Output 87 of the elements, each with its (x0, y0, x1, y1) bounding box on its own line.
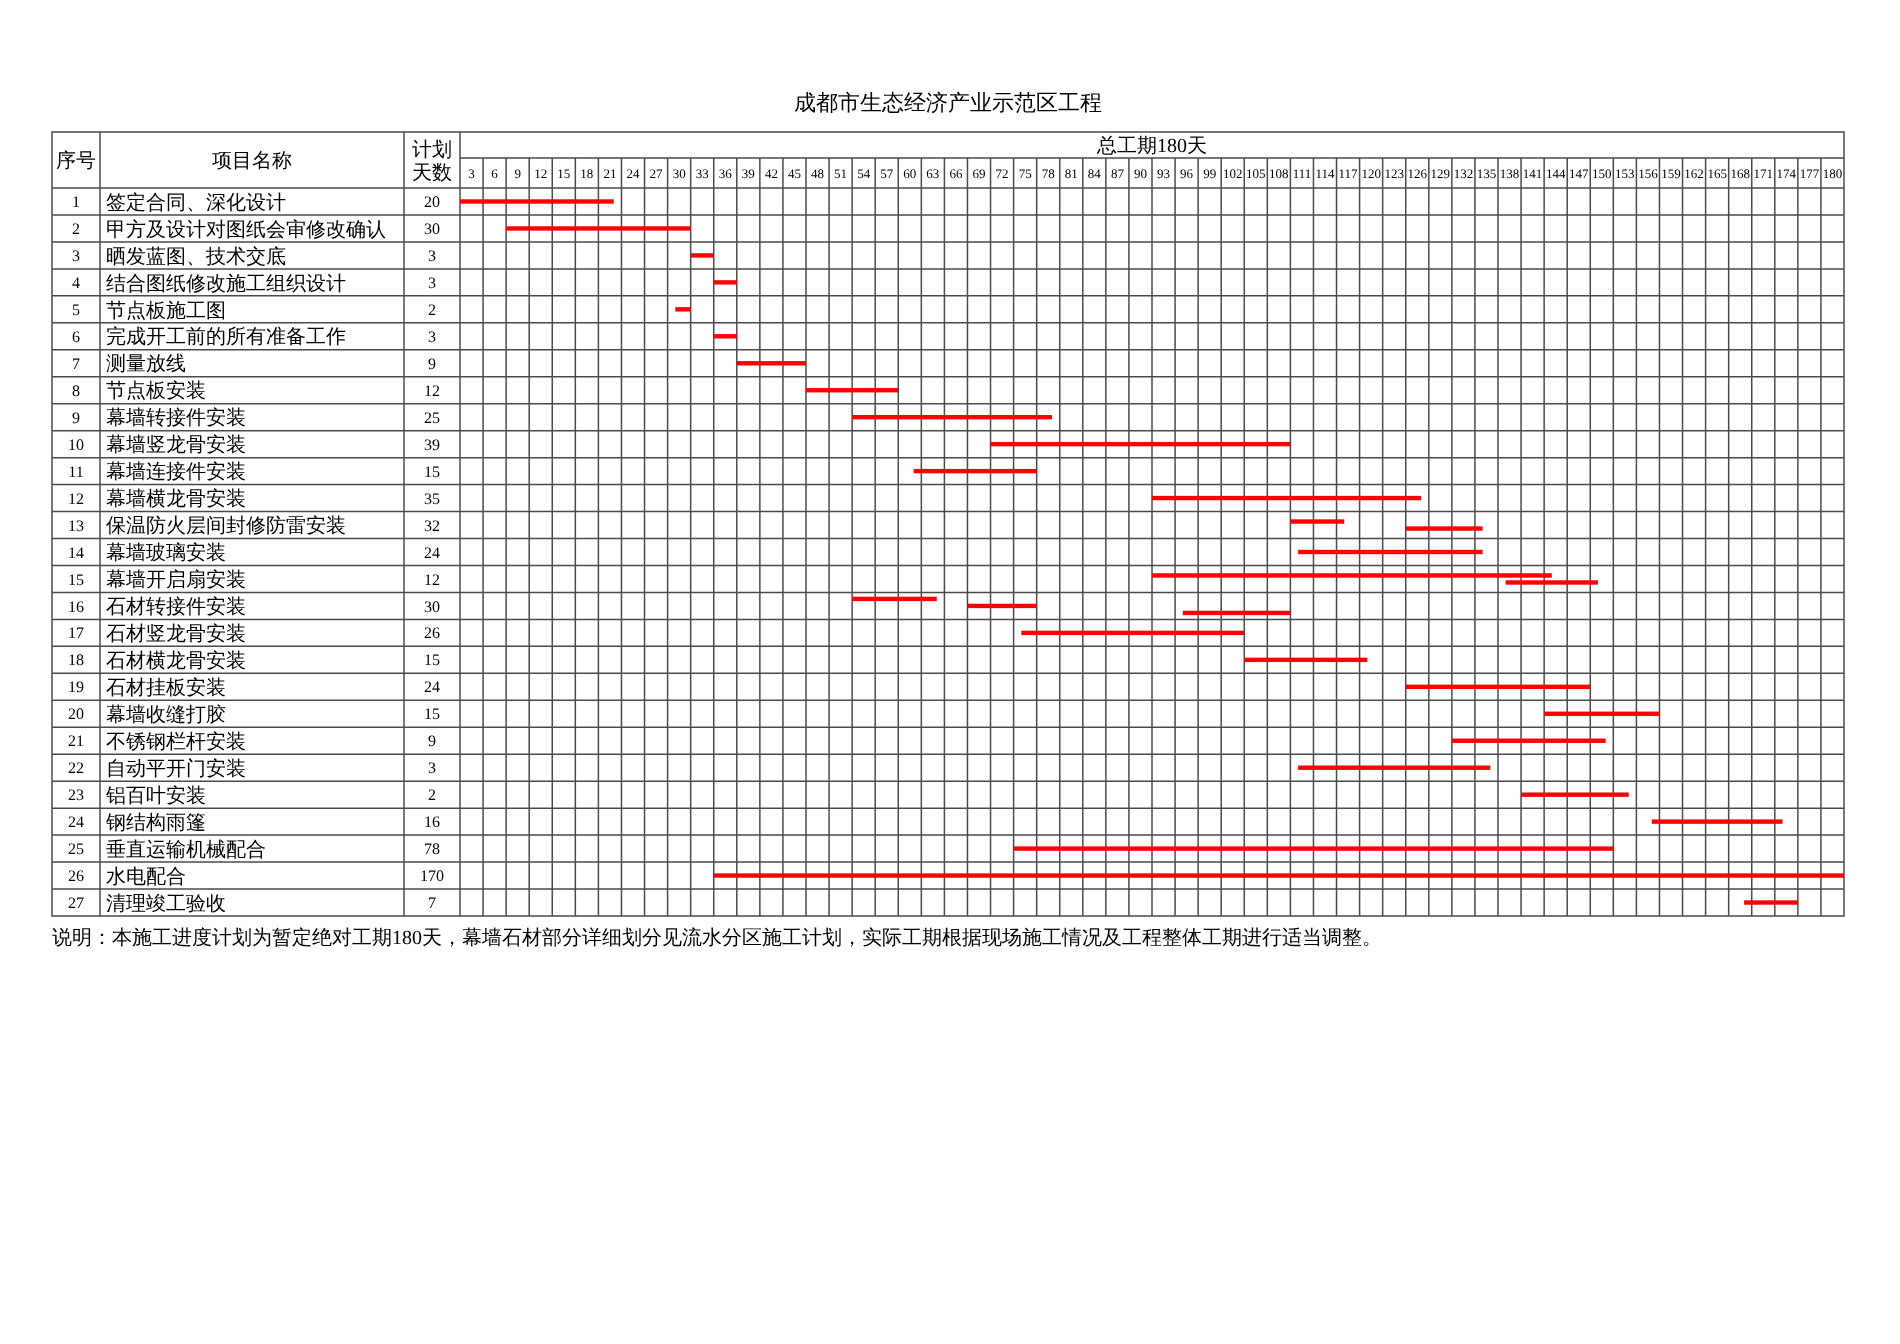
y-tick-label: 幕墙玻璃安装 (106, 541, 226, 566)
y-tick-label: 测量放线 (106, 352, 186, 377)
y-tick-label: 石材挂板安装 (106, 676, 226, 701)
y-tick-label: 铝百叶安装 (104, 783, 206, 808)
y-tick-label: 石材转接件安装 (106, 595, 246, 620)
row-number: 3 (72, 247, 80, 265)
y-tick-label: 完成开工前的所有准备工作 (106, 325, 346, 350)
note: 说明：本施工进度计划为暂定绝对工期180天，幕墙石材部分详细划分见流水分区施工计划，实际工期根据现场施工情况及工程整体工期进行适当调整。 (52, 928, 1382, 950)
y2-tick-label: 30 (424, 597, 440, 616)
y2-tick-label: 2 (428, 300, 436, 319)
y-tick-label: 节点板安装 (106, 379, 206, 404)
y-tick-label: 幕墙开启扇安装 (106, 568, 246, 593)
y2-tick-label: 7 (428, 894, 436, 913)
y-tick-label: 清理竣工验收 (106, 891, 226, 916)
y-tick-label: 水电配合 (106, 864, 186, 889)
row-number: 27 (68, 894, 84, 913)
y-tick-label: 幕墙横龙骨安装 (106, 487, 246, 512)
row-number: 19 (68, 678, 84, 697)
y2-tick-label: 39 (424, 435, 440, 454)
y2-tick-label: 26 (424, 624, 440, 643)
y-tick-label: 钢结构雨篷 (104, 810, 206, 835)
y-tick-label: 晒发蓝图、技术交底 (106, 244, 286, 269)
y2-tick-label: 12 (424, 570, 440, 589)
row-number: 13 (68, 516, 84, 535)
y2-tick-label: 15 (424, 651, 440, 670)
row-number: 6 (72, 327, 80, 346)
y2-tick-label: 9 (428, 732, 436, 751)
column-header: 序号 (56, 151, 96, 174)
row-number: 18 (68, 651, 84, 670)
y-tick-label: 幕墙竖龙骨安装 (106, 433, 246, 458)
chart-title: 成都市生态经济产业示范区工程 (794, 90, 1102, 116)
y2-tick-label: 30 (424, 220, 440, 239)
y-tick-label: 垂直运输机械配合 (106, 837, 266, 862)
y2-tick-label: 35 (424, 489, 440, 508)
y-tick-label: 不锈钢栏杆安装 (106, 729, 246, 754)
y2-tick-label: 20 (424, 193, 440, 212)
row-number: 2 (72, 220, 80, 239)
y-tick-label: 签定合同、深化设计 (106, 190, 286, 215)
row-number: 11 (68, 462, 84, 481)
y2-tick-label: 2 (428, 786, 436, 805)
row-number: 22 (68, 759, 84, 778)
row-number: 7 (72, 354, 80, 373)
row-number: 8 (72, 381, 80, 400)
row-number: 1 (72, 193, 80, 212)
row-number: 25 (68, 840, 84, 859)
row-number: 21 (68, 732, 84, 751)
y2-tick-label: 15 (424, 705, 440, 724)
y2-tick-label: 24 (424, 678, 440, 697)
y2-tick-label: 12 (424, 381, 440, 400)
row-number: 20 (68, 705, 84, 724)
y-tick-label: 幕墙连接件安装 (106, 460, 246, 485)
y-tick-label: 石材竖龙骨安装 (106, 622, 246, 647)
row-number: 23 (68, 786, 84, 805)
y-tick-label: 幕墙转接件安装 (106, 406, 246, 431)
y2-axis-title: 计划天数 (412, 137, 452, 185)
y-tick-label: 自动平开门安装 (106, 756, 246, 781)
y-tick-label: 节点板施工图 (106, 298, 226, 323)
row-number: 10 (68, 435, 84, 454)
x-axis-title: 总工期180天 (1095, 134, 1207, 159)
y2-tick-label: 15 (424, 462, 440, 481)
y-tick-label: 保温防火层间封修防雷安装 (106, 514, 346, 539)
row-number: 4 (72, 273, 80, 292)
row-number: 26 (68, 867, 84, 886)
row-number: 17 (68, 624, 84, 643)
y2-tick-label: 3 (428, 273, 436, 292)
y2-tick-label: 16 (424, 813, 440, 832)
y-axis-title: 项目名称 (212, 149, 292, 174)
y2-tick-label: 3 (428, 759, 436, 778)
y2-tick-label: 78 (424, 840, 440, 859)
row-number: 5 (72, 300, 80, 319)
y2-tick-label: 25 (424, 408, 440, 427)
text: 3 (428, 247, 436, 266)
y-tick-label: 甲方及设计对图纸会审修改确认 (106, 217, 386, 242)
row-number: 14 (68, 543, 84, 562)
row-number: 12 (68, 489, 84, 508)
y2-tick-label: 9 (428, 354, 436, 373)
row-number: 9 (72, 408, 80, 427)
row-number: 15 (68, 570, 84, 589)
y2-tick-label: 32 (424, 516, 440, 535)
y2-tick-label: 3 (428, 327, 436, 346)
y2-tick-label: 24 (424, 543, 440, 562)
y-tick-label: 幕墙收缝打胶 (106, 702, 226, 727)
row-number: 24 (68, 813, 84, 832)
y-tick-label: 石材横龙骨安装 (106, 649, 246, 674)
y2-tick-label: 170 (420, 867, 444, 886)
row-number: 16 (68, 597, 84, 616)
y-tick-label: 结合图纸修改施工组织设计 (106, 271, 346, 296)
